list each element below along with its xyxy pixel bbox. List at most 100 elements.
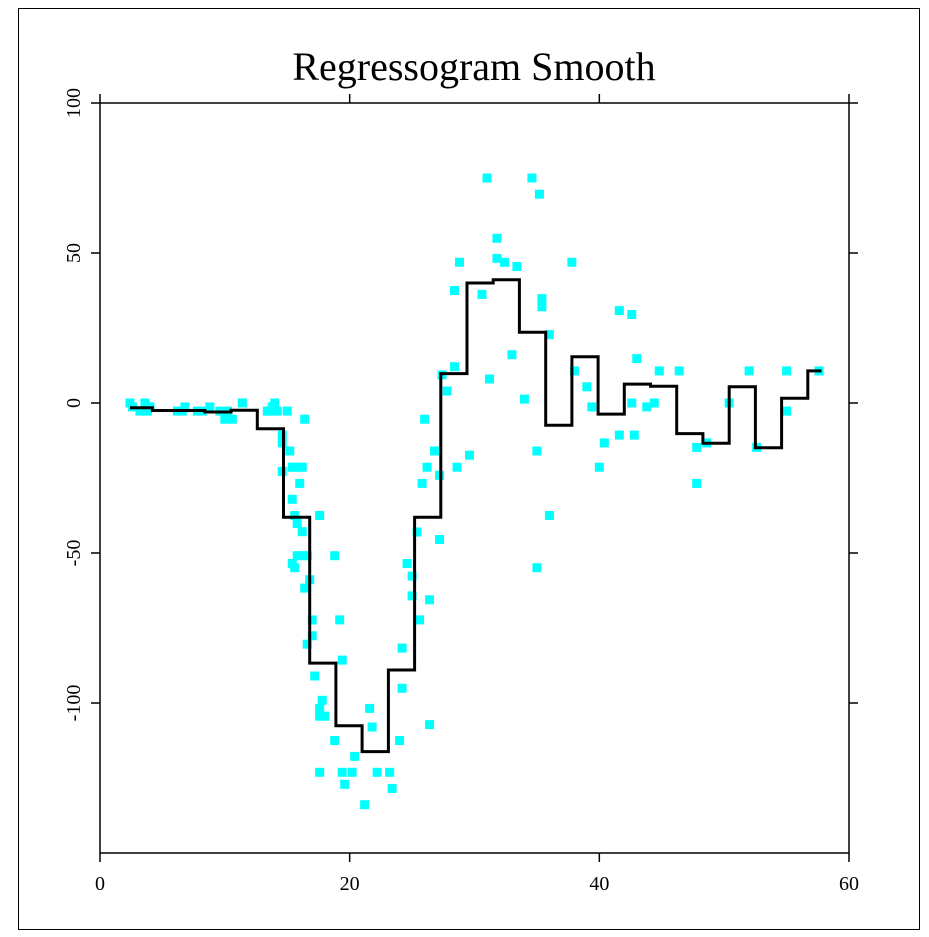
- data-point: [385, 767, 395, 777]
- data-point: [297, 527, 307, 537]
- data-point: [205, 402, 215, 412]
- plot-box: [99, 102, 850, 854]
- data-point: [372, 767, 382, 777]
- data-point: [537, 294, 547, 304]
- data-point: [430, 446, 440, 456]
- data-point: [337, 655, 347, 665]
- data-point: [140, 398, 150, 408]
- step-line: [130, 278, 822, 754]
- data-point: [455, 257, 465, 267]
- data-point: [310, 671, 320, 681]
- data-point: [365, 703, 375, 713]
- data-point: [285, 446, 295, 456]
- x-tick-label: 40: [589, 873, 609, 895]
- data-point: [425, 720, 435, 730]
- data-point: [302, 551, 312, 561]
- data-point: [782, 366, 792, 376]
- data-point: [614, 430, 624, 440]
- data-point: [692, 478, 702, 488]
- x-tick-label: 0: [95, 873, 105, 895]
- data-point: [290, 511, 300, 520]
- axes: 0 20 40 60 -100 -50 0 50 100: [63, 88, 859, 895]
- data-point: [527, 173, 537, 183]
- data-point: [272, 406, 282, 416]
- data-point: [350, 751, 360, 761]
- data-point: [292, 519, 302, 529]
- data-point: [519, 394, 529, 404]
- data-point: [544, 330, 554, 340]
- data-point: [492, 233, 502, 243]
- data-point: [335, 615, 345, 625]
- data-point: [614, 306, 624, 316]
- data-point: [237, 398, 247, 408]
- y-tick-label: 100: [63, 88, 85, 118]
- data-point: [297, 462, 307, 472]
- data-point: [300, 414, 310, 424]
- data-point: [642, 402, 652, 412]
- x-tick-label: 20: [340, 873, 360, 895]
- data-point: [412, 527, 422, 537]
- data-point: [422, 462, 432, 472]
- data-point: [287, 494, 297, 504]
- data-point: [347, 767, 357, 777]
- data-point: [395, 736, 405, 745]
- y-tick-label: -100: [63, 685, 85, 722]
- data-point: [744, 366, 754, 376]
- data-point: [532, 446, 542, 456]
- data-point: [499, 257, 509, 267]
- data-point: [397, 683, 407, 693]
- data-point: [415, 615, 425, 625]
- y-tick-label: -50: [63, 540, 85, 567]
- data-point: [135, 406, 145, 416]
- data-point: [692, 442, 702, 452]
- scatter-points: [125, 173, 824, 810]
- data-point: [387, 784, 397, 793]
- data-point: [534, 189, 544, 199]
- chart-title: Regressogram Smooth: [292, 44, 655, 89]
- data-point: [492, 253, 502, 263]
- data-point: [482, 173, 492, 183]
- chart-frame: [18, 8, 920, 930]
- data-point: [599, 438, 609, 448]
- data-point: [674, 366, 684, 376]
- data-point: [302, 639, 312, 649]
- data-point: [340, 779, 350, 789]
- data-point: [569, 366, 579, 376]
- data-point: [450, 286, 460, 295]
- data-point: [567, 257, 577, 267]
- data-point: [594, 462, 604, 472]
- data-point: [337, 767, 347, 777]
- data-point: [330, 736, 340, 745]
- data-point: [649, 398, 659, 408]
- data-point: [512, 262, 522, 271]
- data-point: [442, 386, 452, 396]
- y-tick-label: 50: [63, 243, 85, 263]
- data-point: [307, 615, 317, 625]
- data-point: [315, 511, 325, 520]
- data-point: [420, 414, 430, 424]
- data-point: [367, 722, 377, 732]
- data-point: [227, 414, 237, 424]
- data-point: [629, 430, 639, 440]
- data-point: [782, 406, 792, 416]
- data-point: [360, 800, 370, 810]
- data-point: [407, 571, 417, 581]
- data-point: [532, 563, 542, 573]
- step-line-path: [130, 278, 822, 754]
- data-point: [477, 289, 487, 299]
- data-point: [587, 402, 597, 412]
- data-point: [300, 583, 310, 593]
- data-point: [220, 414, 230, 424]
- data-point: [435, 535, 445, 544]
- data-point: [627, 310, 637, 319]
- data-point: [654, 366, 664, 376]
- data-point: [290, 462, 300, 472]
- data-point: [537, 302, 547, 312]
- data-point: [317, 695, 327, 705]
- data-point: [544, 511, 554, 520]
- data-point: [180, 402, 190, 412]
- data-point: [282, 406, 292, 416]
- data-point: [315, 711, 325, 721]
- data-point: [425, 595, 435, 605]
